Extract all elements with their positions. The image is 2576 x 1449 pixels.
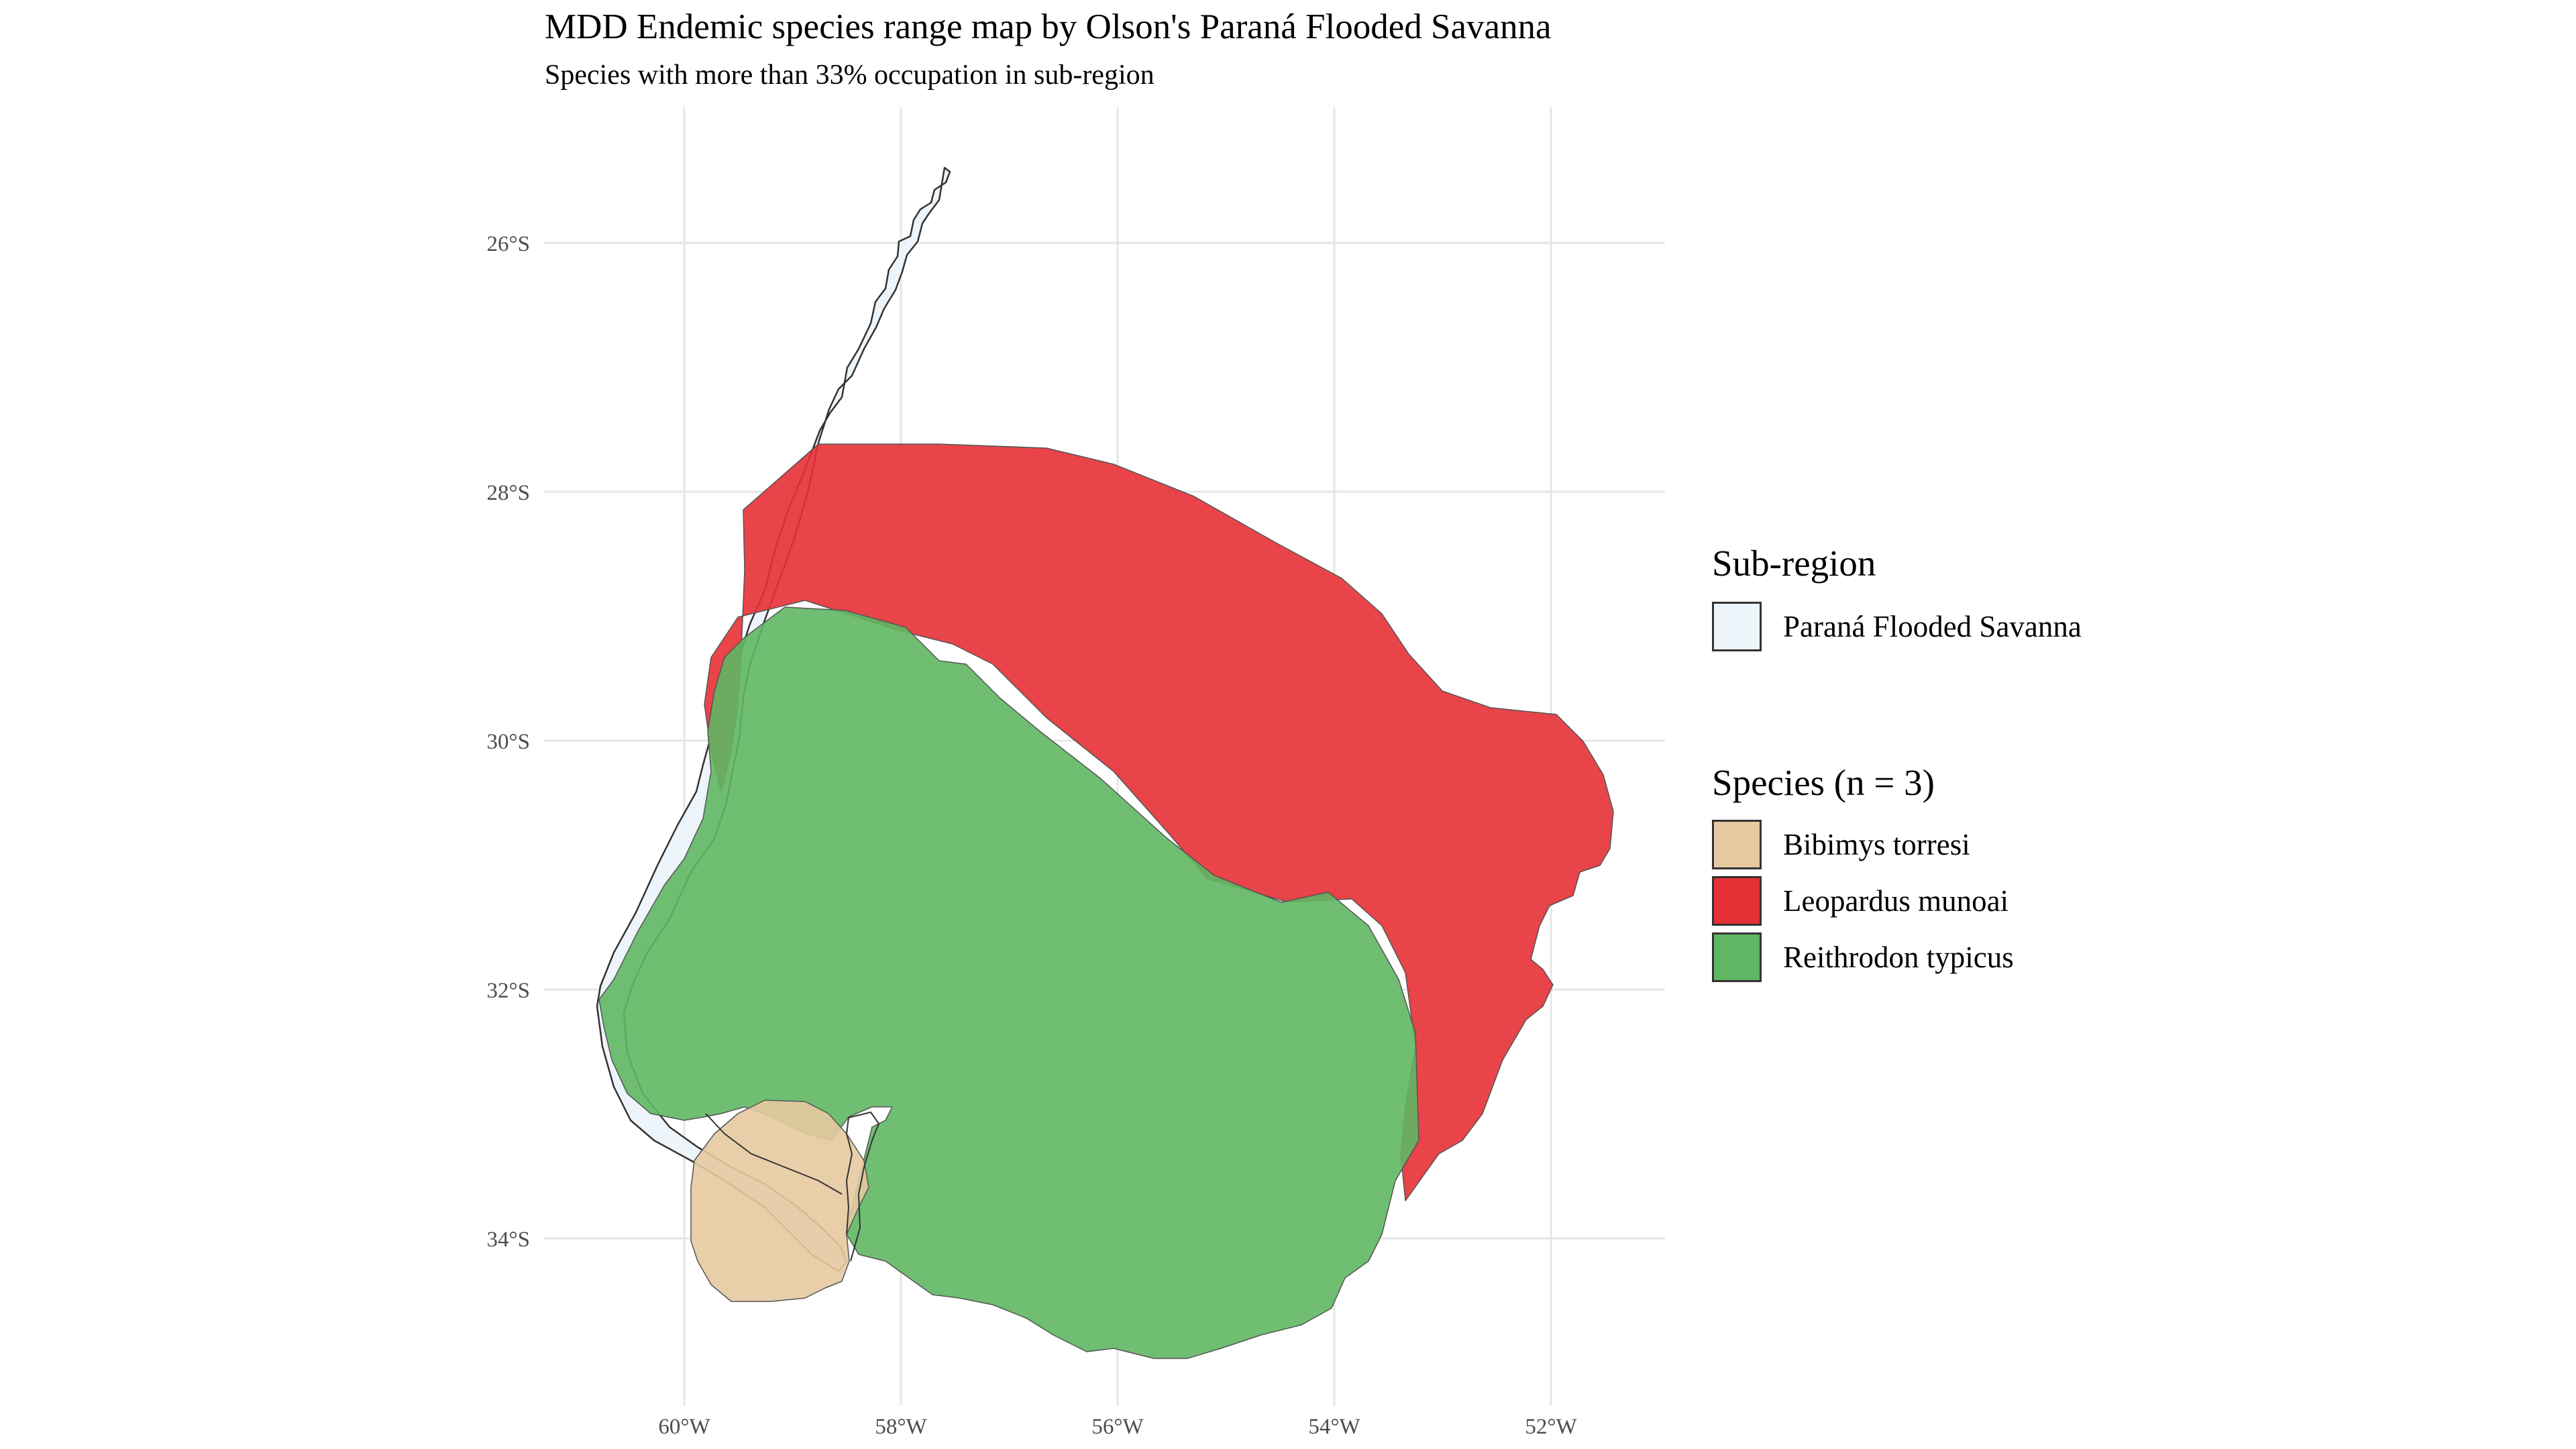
range-leopardus-munoai [704,443,1614,1201]
legend-key-reithrodon-typicus [1712,932,1762,982]
map-title: MDD Endemic species range map by Olson's… [545,7,1552,46]
lat-tick-label: 32°S [486,979,530,1003]
range-bibimys-torresi [690,1099,869,1302]
boundary-line [845,1111,880,1262]
legend-item-leopardus-munoai: Leopardus munoai [1712,876,2008,926]
legend-item-parana-flooded-savanna: Paraná Flooded Savanna [1712,602,2082,651]
lat-tick-label: 28°S [486,481,530,505]
lon-tick-labels: 60°W 58°W 56°W 54°W 52°W [658,1415,1577,1439]
lon-tick-label: 54°W [1308,1415,1360,1439]
legend-species-title: Species (n = 3) [1712,762,1935,803]
legend-item-bibimys-torresi: Bibimys torresi [1712,820,1970,869]
lon-tick-label: 58°W [875,1415,927,1439]
lat-tick-label: 26°S [486,232,530,256]
legend-label: Paraná Flooded Savanna [1783,610,2082,643]
legend-label: Reithrodon typicus [1783,941,2014,974]
lat-tick-label: 30°S [486,730,530,754]
lat-tick-label: 34°S [486,1228,530,1252]
lon-tick-label: 52°W [1525,1415,1577,1439]
legend-key-parana-flooded-savanna [1712,602,1762,651]
legend-key-bibimys-torresi [1712,820,1762,869]
boundary-line [705,1113,843,1195]
lon-tick-label: 60°W [658,1415,710,1439]
legend-key-leopardus-munoai [1712,876,1762,926]
legend-subregion-title: Sub-region [1712,543,1876,584]
legend-label: Leopardus munoai [1783,884,2009,918]
range-reithrodon-typicus [598,606,1419,1359]
map-subtitle: Species with more than 33% occupation in… [545,60,1155,91]
lat-tick-labels: 26°S 28°S 30°S 32°S 34°S [486,232,530,1252]
legend-item-reithrodon-typicus: Reithrodon typicus [1712,932,2014,982]
legend-label: Bibimys torresi [1783,828,1970,861]
lon-tick-label: 56°W [1091,1415,1144,1439]
